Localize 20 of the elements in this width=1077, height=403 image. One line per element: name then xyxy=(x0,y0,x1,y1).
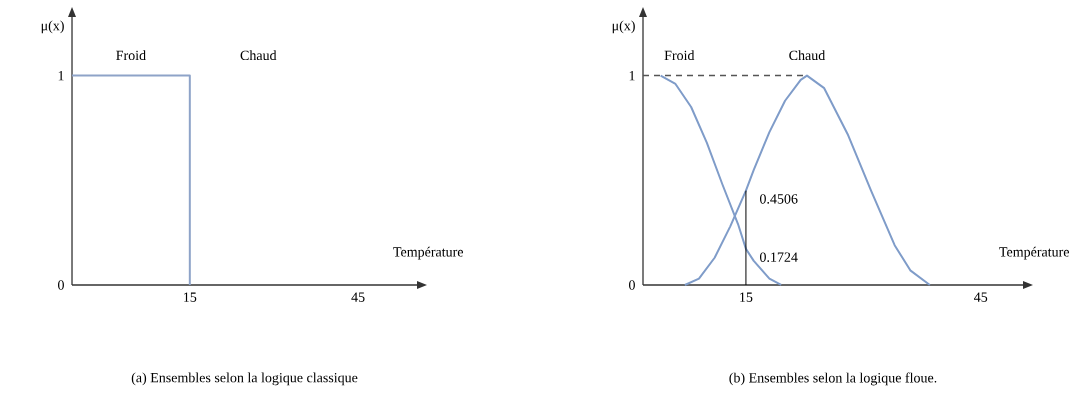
annotation: 0.4506 xyxy=(759,194,798,204)
text: (a) Ensembles selon la logique classique xyxy=(131,372,358,386)
series-label: Froid xyxy=(116,50,146,61)
x-tick-label: 15 xyxy=(184,292,197,302)
annotation: Chaud xyxy=(240,50,277,61)
y-axis-title: μ(x) xyxy=(612,20,635,34)
y-tick-label: 0 xyxy=(58,280,64,290)
series-label: Froid xyxy=(664,50,695,61)
y-tick-label: 0 xyxy=(629,280,635,290)
x-tick-label: 45 xyxy=(974,292,988,302)
series-label: Chaud xyxy=(789,50,826,61)
x-tick-label: 45 xyxy=(351,292,365,302)
text: (b) Ensembles selon la logique floue. xyxy=(729,372,937,386)
y-axis-title: μ(x) xyxy=(41,20,64,34)
annotation: 0.1724 xyxy=(759,252,798,262)
x-axis-title: Température xyxy=(999,246,1069,260)
y-tick-label: 1 xyxy=(58,70,64,81)
y-tick-label: 1 xyxy=(629,70,635,81)
x-tick-label: 15 xyxy=(740,292,753,302)
x-axis-title: Température xyxy=(393,246,464,260)
